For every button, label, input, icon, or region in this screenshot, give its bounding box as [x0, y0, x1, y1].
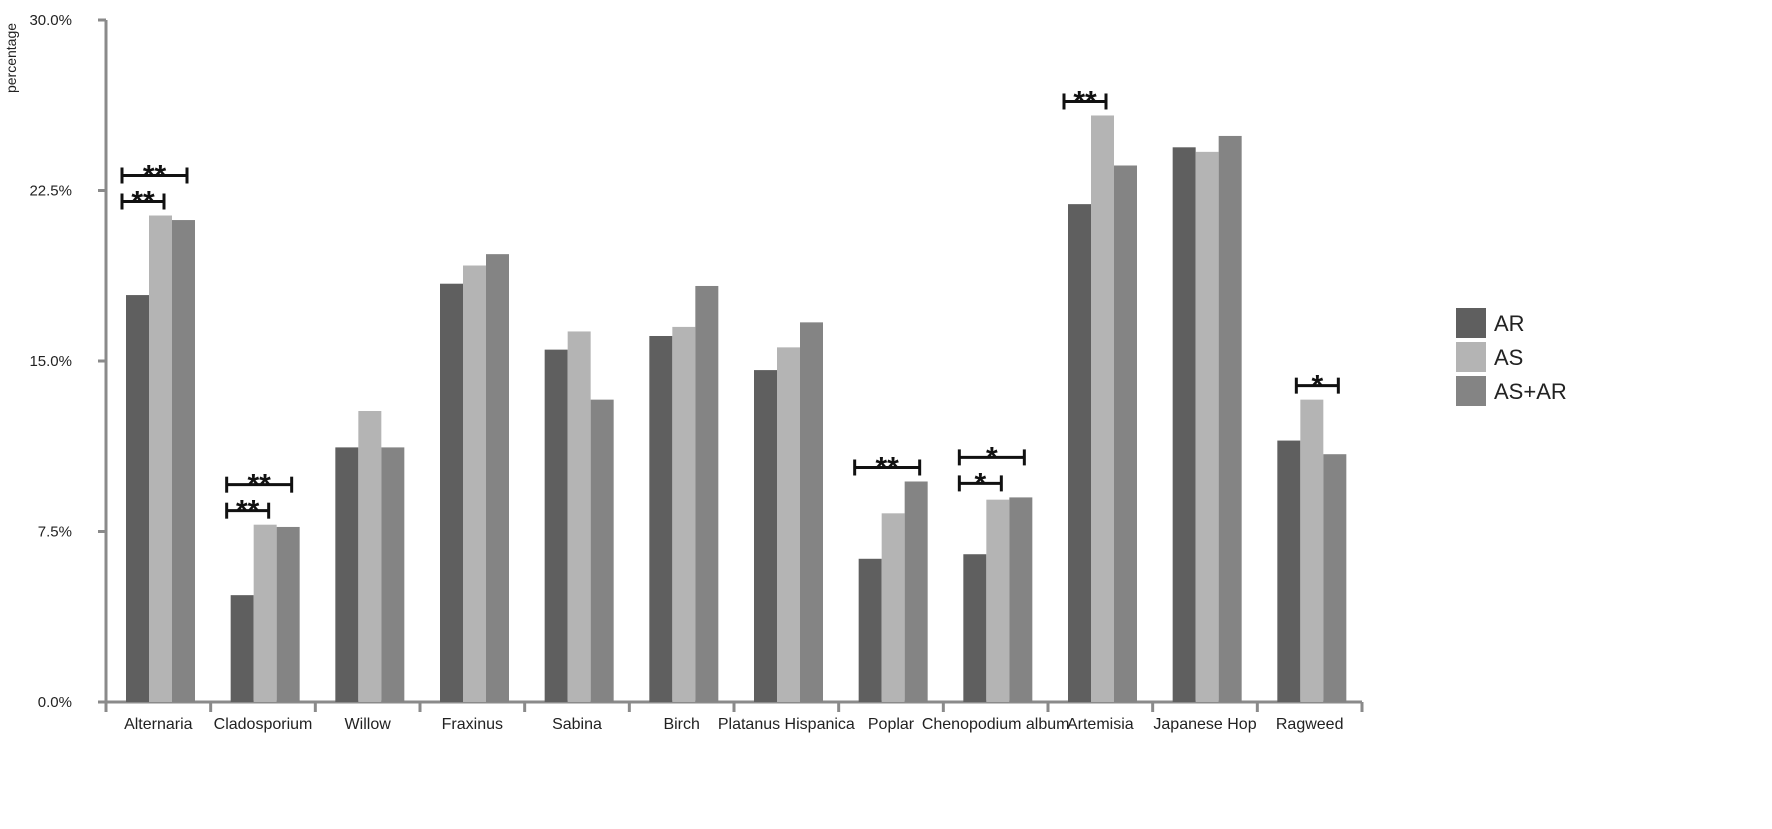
y-axis-label: percentage: [3, 23, 19, 93]
y-tick-label: 0.0%: [38, 694, 72, 711]
y-tick-label: 22.5%: [29, 183, 72, 200]
bar-as-ar-poplar: [904, 481, 928, 702]
bar-as-willow: [358, 411, 382, 702]
x-category-label: Artemisia: [1067, 716, 1134, 733]
significance-label: **: [1073, 85, 1097, 118]
significance-brackets: ********** *****: [120, 85, 1340, 528]
bar-as-ar-ragweed: [1323, 454, 1347, 702]
bar-as-ar-fraxinus: [486, 254, 509, 703]
x-category-label: Chenopodium album: [922, 716, 1070, 733]
bar-as-chenopodium-album: [986, 499, 1010, 702]
legend-swatch-ar: [1456, 308, 1486, 338]
x-category-label: Ragweed: [1276, 716, 1344, 733]
bar-as-ragweed: [1300, 399, 1324, 702]
bar-ar-willow: [335, 447, 359, 702]
bar-as-japanese-hop: [1195, 151, 1219, 702]
bar-ar-poplar: [858, 558, 882, 702]
y-ticks: 0.0% 7.5% 15.0% 22.5% 30.0%: [29, 12, 106, 711]
y-tick-label: 7.5%: [38, 524, 72, 541]
legend-label: AS: [1494, 345, 1523, 370]
bar-ar-fraxinus: [440, 283, 463, 702]
bars-group: [126, 115, 1347, 703]
significance-label: **: [143, 160, 167, 193]
bar-as-ar-willow: [381, 447, 405, 702]
x-category-label: Platanus Hispanica: [718, 716, 855, 733]
bar-as-ar-birch: [695, 285, 719, 702]
x-category-label: Fraxinus: [442, 716, 503, 733]
bar-as-ar-artemisia: [1114, 165, 1137, 702]
y-tick-label: 15.0%: [29, 353, 72, 370]
x-ticks: [104, 702, 1364, 712]
y-tick-label: 30.0%: [29, 12, 72, 29]
x-category-label: Cladosporium: [214, 716, 313, 733]
bar-as-platanus-hispanica: [777, 347, 800, 702]
bar-as-cladosporium: [253, 524, 277, 702]
x-category-label: Japanese Hop: [1153, 716, 1256, 733]
x-category-label: Willow: [345, 716, 392, 733]
x-category-label: Poplar: [868, 716, 915, 733]
bar-ar-platanus-hispanica: [754, 370, 777, 702]
significance-label: **: [247, 469, 271, 502]
bar-as-sabina: [567, 331, 591, 702]
significance-label: *: [986, 441, 998, 474]
significance-label: *: [1311, 370, 1323, 403]
bar-as-artemisia: [1091, 115, 1114, 703]
significance-label: **: [875, 451, 899, 484]
significance-label: **: [236, 495, 260, 528]
bar-ar-japanese-hop: [1172, 147, 1196, 703]
x-category-label: Sabina: [552, 716, 602, 733]
bar-as-alternaria: [149, 215, 172, 703]
bar-ar-cladosporium: [230, 595, 254, 702]
bar-ar-sabina: [544, 349, 568, 702]
bar-as-ar-sabina: [590, 399, 614, 702]
bar-as-ar-chenopodium-album: [1009, 497, 1033, 702]
significance-label: *: [974, 467, 986, 500]
legend-swatch-as-ar: [1456, 376, 1486, 406]
category-labels: Alternaria Cladosporium Willow Fraxinus Sabi…: [124, 716, 1343, 733]
bar-as-ar-cladosporium: [276, 526, 300, 702]
significance-label: **: [131, 186, 155, 219]
bar-ar-alternaria: [126, 295, 149, 702]
bar-ar-chenopodium-album: [963, 554, 987, 702]
bar-as-poplar: [881, 513, 905, 702]
bar-as-birch: [672, 326, 696, 702]
bar-as-fraxinus: [463, 265, 486, 702]
bar-as-ar-japanese-hop: [1218, 135, 1242, 702]
legend-swatch-as: [1456, 342, 1486, 372]
bar-ar-birch: [649, 335, 673, 702]
bar-as-ar-platanus-hispanica: [800, 322, 823, 702]
bar-ar-ragweed: [1277, 440, 1301, 702]
x-category-label: Birch: [663, 716, 699, 733]
legend: AR AS AS+AR: [1456, 308, 1567, 406]
bar-ar-artemisia: [1068, 204, 1091, 702]
legend-label: AR: [1494, 311, 1525, 336]
legend-label: AS+AR: [1494, 379, 1567, 404]
bar-as-ar-alternaria: [172, 220, 195, 702]
x-category-label: Alternaria: [124, 716, 193, 733]
